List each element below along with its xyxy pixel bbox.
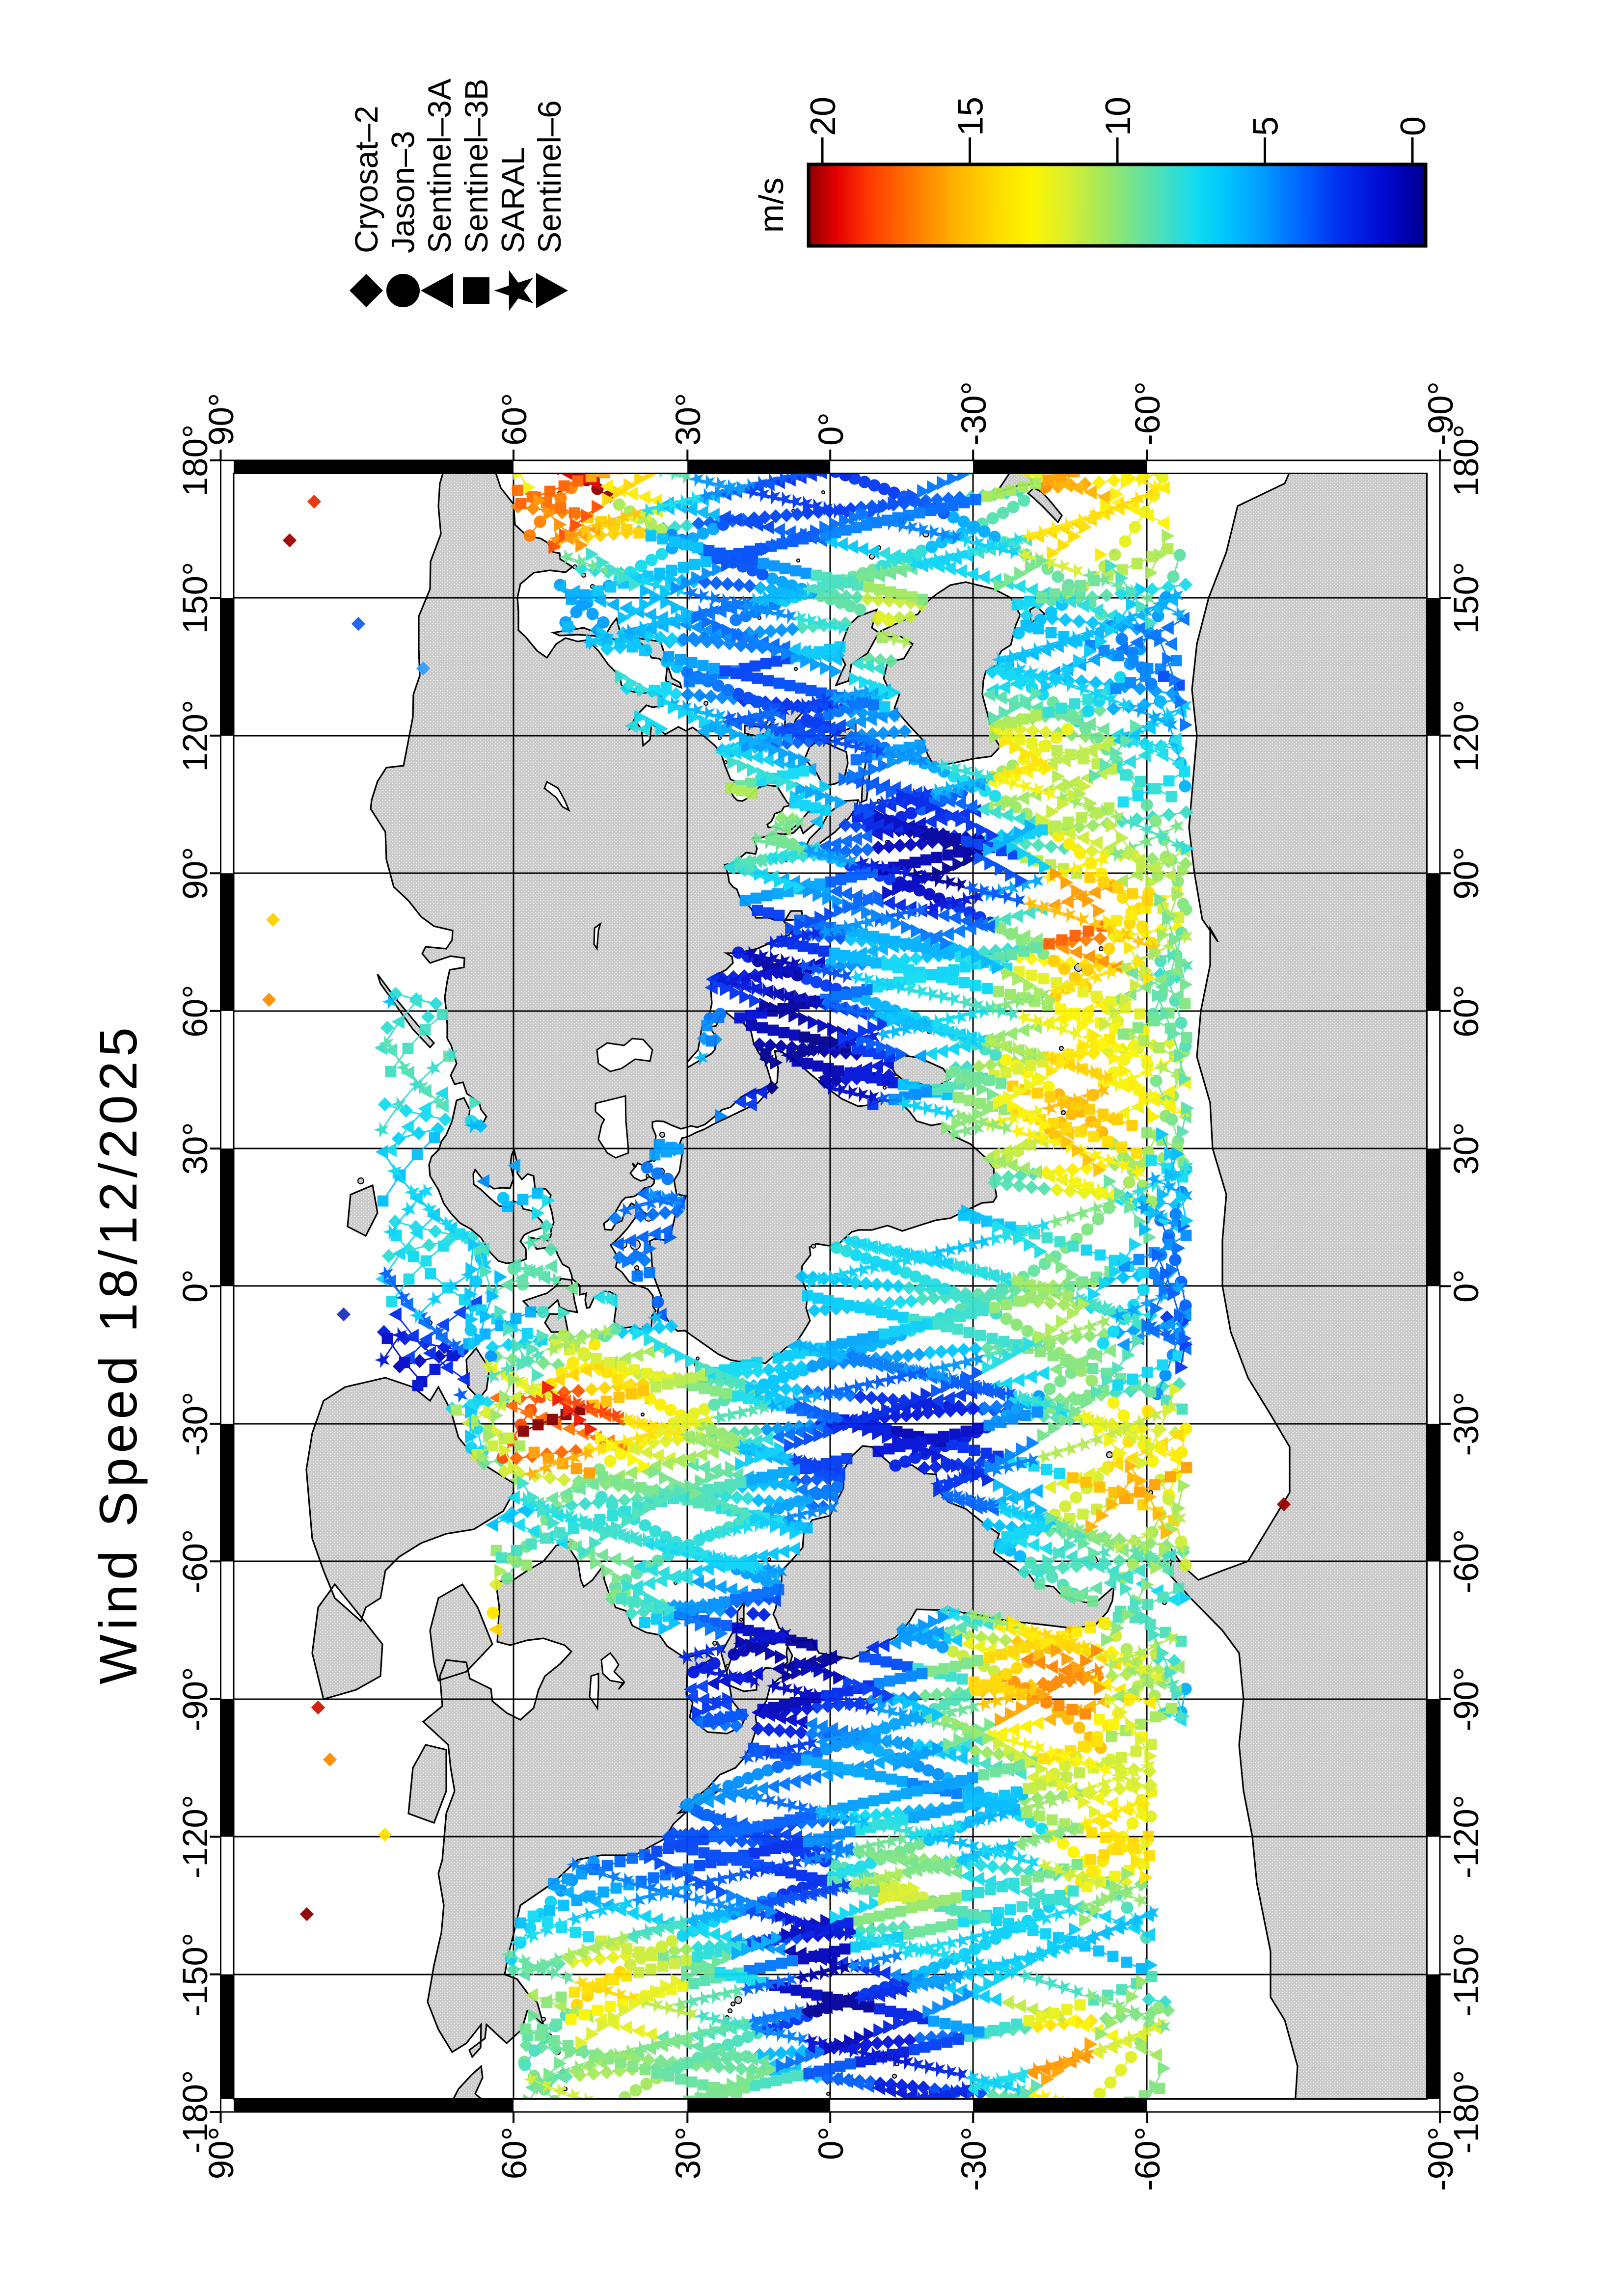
svg-text:30°: 30° — [176, 1122, 215, 1175]
svg-text:-60°: -60° — [1129, 2127, 1167, 2191]
svg-text:60°: 60° — [495, 2127, 534, 2179]
svg-text:120°: 120° — [1447, 700, 1486, 772]
svg-text:-90°: -90° — [176, 1667, 215, 1731]
svg-text:90°: 90° — [176, 847, 215, 899]
svg-text:150°: 150° — [176, 562, 215, 634]
svg-text:60°: 60° — [1447, 985, 1486, 1037]
svg-text:180°: 180° — [1447, 425, 1486, 497]
svg-text:120°: 120° — [176, 700, 215, 772]
svg-text:0°: 0° — [812, 2127, 851, 2160]
svg-text:-120°: -120° — [176, 1795, 215, 1879]
svg-text:Jason–3: Jason–3 — [385, 131, 421, 253]
svg-text:0°: 0° — [812, 412, 851, 446]
svg-text:90°: 90° — [202, 393, 241, 446]
svg-text:-30°: -30° — [955, 381, 994, 446]
svg-text:5: 5 — [1246, 116, 1286, 136]
svg-text:-30°: -30° — [1447, 1391, 1486, 1456]
svg-text:-180°: -180° — [1447, 2070, 1486, 2154]
svg-text:10: 10 — [1099, 97, 1138, 136]
svg-text:Cryosat–2: Cryosat–2 — [348, 106, 384, 253]
svg-text:90°: 90° — [202, 2127, 241, 2179]
svg-text:30°: 30° — [1447, 1122, 1486, 1175]
svg-text:-60°: -60° — [1447, 1529, 1486, 1593]
svg-text:-30°: -30° — [176, 1391, 215, 1456]
svg-text:-90°: -90° — [1447, 1667, 1486, 1731]
svg-text:180°: 180° — [176, 425, 215, 497]
svg-text:150°: 150° — [1447, 562, 1486, 634]
svg-text:0: 0 — [1394, 116, 1433, 136]
svg-text:-150°: -150° — [176, 1933, 215, 2017]
svg-text:-120°: -120° — [1447, 1795, 1486, 1879]
svg-text:Wind Speed 18/12/2025: Wind Speed 18/12/2025 — [88, 1023, 148, 1684]
svg-text:Sentinel–3B: Sentinel–3B — [458, 79, 494, 253]
svg-text:Sentinel–3A: Sentinel–3A — [421, 79, 458, 253]
svg-text:Sentinel–6: Sentinel–6 — [531, 100, 568, 253]
svg-text:20: 20 — [804, 97, 843, 136]
svg-text:30°: 30° — [669, 393, 708, 446]
svg-text:-60°: -60° — [1129, 381, 1167, 446]
svg-text:-90°: -90° — [1422, 2127, 1461, 2191]
svg-text:-60°: -60° — [176, 1529, 215, 1593]
svg-text:SARAL: SARAL — [494, 147, 531, 253]
svg-text:-150°: -150° — [1447, 1933, 1486, 2017]
svg-text:-90°: -90° — [1422, 381, 1461, 446]
svg-text:30°: 30° — [669, 2127, 708, 2179]
svg-text:0°: 0° — [176, 1269, 215, 1303]
svg-text:60°: 60° — [176, 985, 215, 1037]
svg-text:90°: 90° — [1447, 847, 1486, 899]
svg-text:60°: 60° — [495, 393, 534, 446]
svg-text:m/s: m/s — [752, 178, 790, 233]
svg-text:-30°: -30° — [955, 2127, 994, 2191]
svg-text:15: 15 — [951, 97, 991, 136]
svg-text:-180°: -180° — [176, 2070, 215, 2154]
svg-text:0°: 0° — [1447, 1269, 1486, 1303]
